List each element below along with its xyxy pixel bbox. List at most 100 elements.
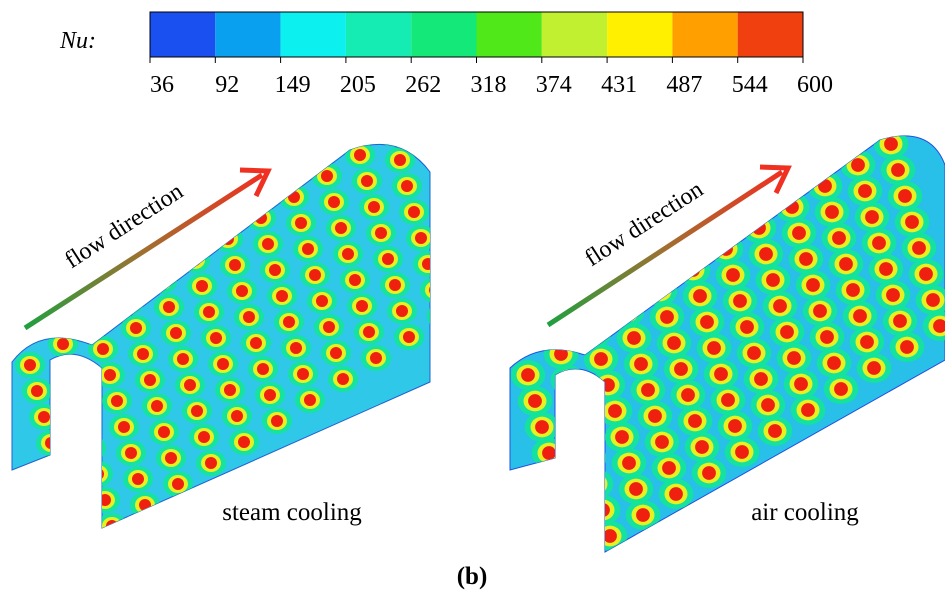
contour <box>578 448 601 469</box>
contour <box>559 521 582 542</box>
contour <box>733 294 747 308</box>
contour <box>290 342 302 354</box>
contour <box>203 306 215 318</box>
arrow-label: flow direction <box>580 176 708 271</box>
contour <box>74 413 94 431</box>
contour <box>354 149 366 161</box>
contour <box>403 331 415 343</box>
contour <box>867 361 881 375</box>
contour <box>552 495 575 516</box>
contour <box>608 404 622 418</box>
colorbar-segment <box>346 12 411 57</box>
contour <box>170 327 182 339</box>
contour <box>799 252 813 266</box>
contour <box>99 494 111 506</box>
contour <box>610 297 645 327</box>
contour <box>114 289 144 315</box>
contour <box>163 301 175 313</box>
contour <box>316 295 328 307</box>
contour <box>147 268 177 294</box>
contour <box>865 210 879 224</box>
contour <box>224 384 236 396</box>
contour <box>853 309 867 323</box>
contour <box>905 215 919 229</box>
contour <box>571 422 594 443</box>
contour <box>662 461 676 475</box>
contour <box>649 281 672 302</box>
tick-label: 318 <box>471 72 507 98</box>
contour <box>191 405 203 417</box>
contour <box>539 464 574 494</box>
contour <box>561 373 575 387</box>
contour <box>660 310 674 324</box>
contour <box>328 196 340 208</box>
contour <box>196 280 208 292</box>
contour <box>676 255 711 285</box>
contour <box>92 468 104 480</box>
contour <box>891 163 905 177</box>
contour <box>48 460 68 478</box>
colorbar-segment <box>150 12 215 57</box>
contour <box>860 335 874 349</box>
contour <box>636 508 650 522</box>
air-surface <box>510 129 945 572</box>
contour <box>740 320 754 334</box>
contour <box>820 330 834 344</box>
contour <box>408 206 420 218</box>
contour <box>309 269 321 281</box>
contour <box>839 257 853 271</box>
contour <box>669 487 683 501</box>
contour <box>189 254 201 266</box>
contour <box>269 264 281 276</box>
contour <box>589 477 603 491</box>
colorbar-segment <box>477 12 542 57</box>
contour <box>69 409 99 435</box>
contour <box>560 542 595 572</box>
contour <box>64 534 94 560</box>
contour <box>130 322 142 334</box>
contour <box>919 267 933 281</box>
contour <box>667 336 681 350</box>
contour <box>568 399 582 413</box>
contour <box>572 443 607 473</box>
contour <box>794 377 808 391</box>
contour <box>601 378 615 392</box>
contour <box>818 179 832 193</box>
contour <box>415 232 427 244</box>
contour <box>158 426 170 438</box>
tick-label: 487 <box>666 72 702 98</box>
contour <box>575 425 589 439</box>
contour <box>31 385 43 397</box>
contour <box>585 474 608 495</box>
contour <box>634 357 648 371</box>
colorbar-segment <box>215 12 280 57</box>
contour <box>681 388 695 402</box>
contour <box>785 200 799 214</box>
colorbar <box>150 12 803 57</box>
contour <box>152 272 172 290</box>
contour <box>926 293 940 307</box>
contour <box>813 304 827 318</box>
contour <box>342 248 354 260</box>
contour <box>88 465 108 483</box>
panel-label: steam cooling <box>222 499 362 526</box>
contour <box>71 390 83 402</box>
contour <box>792 226 806 240</box>
contour <box>884 137 898 151</box>
contour <box>165 452 177 464</box>
contour <box>653 284 667 298</box>
contour <box>577 318 612 348</box>
contour <box>50 482 80 508</box>
contour <box>349 274 361 286</box>
contour <box>66 515 78 527</box>
contour <box>257 363 269 375</box>
contour <box>879 262 893 276</box>
contour <box>629 482 643 496</box>
caption: (b) <box>457 563 488 590</box>
contour <box>726 268 740 282</box>
contour <box>858 184 872 198</box>
contour <box>521 368 535 382</box>
contour <box>825 205 839 219</box>
colorbar-segment <box>738 12 803 57</box>
figure: Nu: 3692149205262318374431487544600 flow… <box>0 0 945 598</box>
